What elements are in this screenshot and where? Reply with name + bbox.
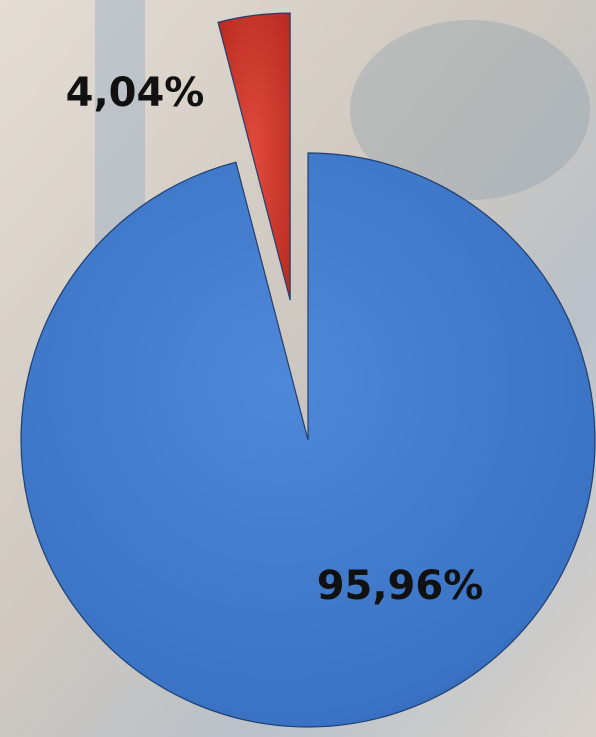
data-label: 95,96% xyxy=(317,563,484,609)
data-label: 4,04% xyxy=(66,70,205,116)
chart: 95,96% 4,04% xyxy=(0,0,596,737)
page: 95,96%4,04% (() => { const data = JSON.p… xyxy=(0,0,596,737)
pie-slice xyxy=(21,153,595,727)
